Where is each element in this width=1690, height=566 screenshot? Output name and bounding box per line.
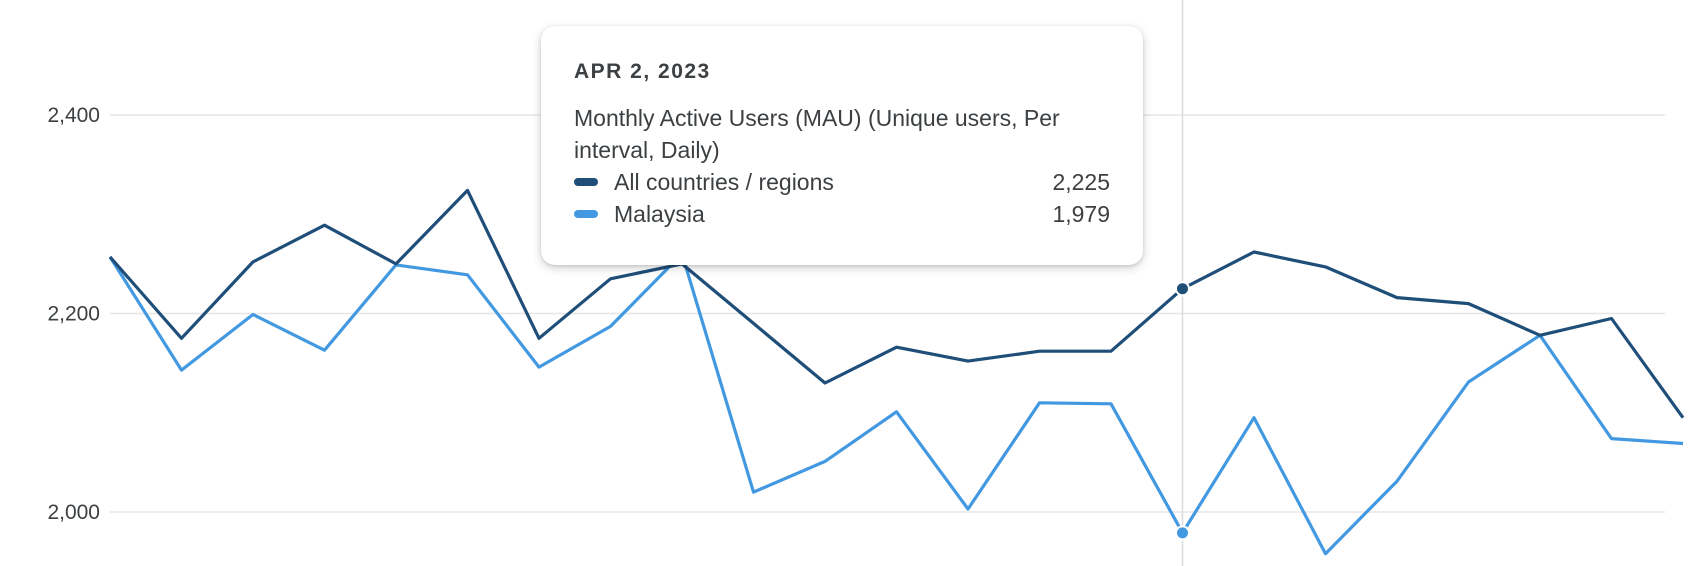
hover-points — [1175, 281, 1190, 541]
hover-point-malaysia — [1175, 525, 1190, 541]
legend-swatch-icon — [574, 210, 598, 218]
tooltip-series-value: 1,979 — [1052, 200, 1110, 227]
tooltip-series-value: 2,225 — [1052, 168, 1110, 195]
tooltip-metric: Monthly Active Users (MAU) (Unique users… — [574, 105, 1060, 163]
hover-tooltip: APR 2, 2023 Monthly Active Users (MAU) (… — [541, 26, 1143, 265]
series-line-malaysia[interactable] — [108, 252, 1684, 556]
legend-swatch-icon — [574, 178, 598, 186]
tooltip-series-name: Malaysia — [614, 200, 705, 227]
tooltip-date: APR 2, 2023 — [574, 60, 711, 83]
hover-point-all-countries — [1175, 281, 1190, 297]
y-tick-label: 2,200 — [47, 303, 100, 326]
tooltip-row-all-countries: All countries / regions 2,225 — [574, 166, 1110, 198]
series-line-all-countries[interactable] — [108, 188, 1685, 419]
y-axis-ticks: 2,000 2,200 2,400 — [47, 104, 100, 524]
series-lines[interactable] — [108, 188, 1685, 556]
y-tick-label: 2,000 — [47, 501, 100, 524]
y-tick-label: 2,400 — [47, 104, 100, 127]
tooltip-row-malaysia: Malaysia 1,979 — [574, 198, 1110, 230]
tooltip-series-name: All countries / regions — [614, 168, 834, 195]
